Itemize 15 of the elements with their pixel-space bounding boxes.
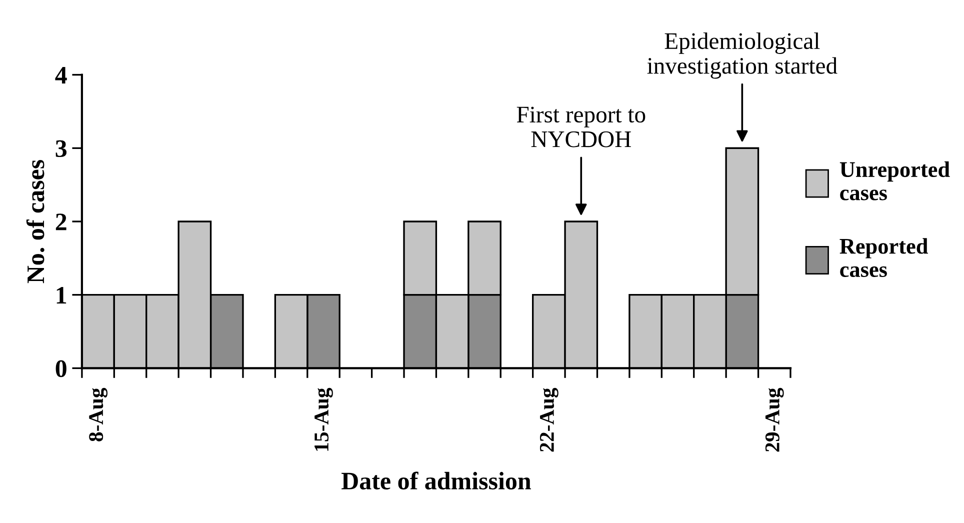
x-tick-label: 29-Aug	[765, 388, 784, 452]
y-tick-label: 1	[56, 287, 66, 304]
annotation: Epidemiological investigation started	[647, 32, 838, 79]
y-axis-title: No. of cases	[26, 160, 44, 284]
x-tick-label: 15-Aug	[314, 388, 333, 451]
annotation: First report to NYCDOH	[516, 106, 646, 148]
legend-label: Reported cases	[840, 238, 928, 278]
y-tick-label: 4	[55, 67, 67, 84]
y-tick-label: 3	[56, 140, 66, 158]
x-tick-label: 8-Aug	[89, 388, 108, 442]
legend-label: Unreported cases	[840, 161, 950, 200]
x-tick-label: 22-Aug	[540, 388, 558, 452]
y-tick-label: 2	[56, 214, 66, 230]
x-axis-title: Date of admission	[342, 472, 531, 490]
y-tick-label: 0	[56, 360, 66, 378]
